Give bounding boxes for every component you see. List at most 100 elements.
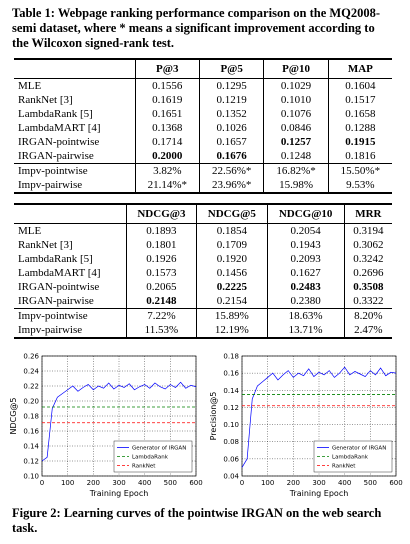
table-row: Impv-pointwise 3.82% 22.56%* 16.82%* 15.50%* bbox=[14, 163, 392, 178]
table-cell: RankNet [3] bbox=[18, 239, 73, 251]
table-cell: 0.1026 bbox=[198, 121, 264, 135]
x-tick-label: 400 bbox=[338, 479, 351, 487]
table-cell: 0.1943 bbox=[266, 238, 345, 252]
table-cell: 0.2154 bbox=[196, 294, 268, 309]
table-cell: 0.2065 bbox=[125, 280, 197, 294]
plot-frame bbox=[41, 355, 197, 477]
table-cell: IRGAN-pointwise bbox=[18, 136, 100, 148]
table-cell: 0.2148 bbox=[125, 294, 197, 309]
table-cell: 0.1657 bbox=[198, 135, 264, 149]
legend-label: RankNet bbox=[332, 464, 356, 470]
x-tick-label: 600 bbox=[189, 479, 202, 487]
y-axis-label: NDCG@5 bbox=[9, 397, 18, 434]
header-cell: P@3 bbox=[134, 58, 200, 79]
legend-label: Generator of IRGAN bbox=[132, 446, 186, 452]
table-cell: 0.1368 bbox=[134, 121, 200, 135]
legend-label: LambdaRank bbox=[132, 455, 169, 461]
table: P@3 P@5 P@10 MAP MLE 0.1556 0.1295 0.1029 0.1604… bbox=[14, 58, 392, 194]
table-cell: MLE bbox=[18, 80, 42, 92]
plot-frame bbox=[241, 355, 397, 477]
y-tick-label: 0.06 bbox=[223, 455, 239, 463]
table-cell: 0.1010 bbox=[263, 93, 329, 107]
table-cell: 3.82% bbox=[134, 163, 200, 178]
chart: 0.04 0.06 0.08 0.10 0.12 0.14 0.16 0.18 0 100 200 3… bbox=[209, 353, 403, 499]
table-cell: 0.1076 bbox=[263, 107, 329, 121]
x-tick-label: 500 bbox=[164, 479, 177, 487]
table-cell: 0.2696 bbox=[343, 266, 392, 280]
table-row: Impv-pairwise 11.53% 12.19% 13.71% 2.47% bbox=[14, 323, 392, 339]
table-cell: 0.1029 bbox=[263, 78, 329, 93]
table-cell: 0.1709 bbox=[196, 238, 268, 252]
table-cell: LambdaMART [4] bbox=[18, 122, 101, 134]
table-cell: 22.56%* bbox=[198, 163, 264, 178]
table-cell: Impv-pointwise bbox=[14, 308, 127, 323]
table-cell: 0.0846 bbox=[263, 121, 329, 135]
table-cell: 15.98% bbox=[263, 178, 329, 194]
table-cell: 9.53% bbox=[327, 178, 392, 194]
header-cell: NDCG@5 bbox=[196, 203, 268, 224]
y-tick-label: 0.12 bbox=[23, 458, 39, 466]
table-cell: 0.1915 bbox=[327, 135, 392, 149]
table-row: LambdaRank [5] 0.1926 0.1920 0.2093 0.3242 bbox=[14, 252, 392, 266]
table-cell: 0.1248 bbox=[263, 149, 329, 164]
table-cell: 12.19% bbox=[196, 323, 268, 339]
table-row: IRGAN-pairwise 0.2000 0.1676 0.1248 0.1816 bbox=[14, 149, 392, 164]
table-row: LambdaMART [4] 0.1573 0.1456 0.1627 0.2696 bbox=[14, 266, 392, 280]
table-cell: 8.20% bbox=[343, 308, 392, 323]
y-tick-label: 0.14 bbox=[223, 387, 239, 395]
table-cell: 0.3322 bbox=[343, 294, 392, 309]
table-cell: 15.89% bbox=[196, 308, 268, 323]
x-tick-label: 200 bbox=[287, 479, 300, 487]
table-row: Impv-pointwise 7.22% 15.89% 18.63% 8.20% bbox=[14, 308, 392, 323]
caption-text: Learning curves of the pointwise IRGAN o… bbox=[12, 506, 382, 535]
x-tick-label: 500 bbox=[364, 479, 377, 487]
legend-label: Generator of IRGAN bbox=[332, 446, 386, 452]
table-cell: LambdaRank [5] bbox=[18, 253, 93, 265]
table-cell: 0.3508 bbox=[343, 280, 392, 294]
y-tick-label: 0.22 bbox=[23, 383, 39, 391]
x-tick-label: 600 bbox=[389, 479, 402, 487]
y-tick-label: 0.26 bbox=[23, 353, 39, 361]
table-cell: Impv-pointwise bbox=[14, 163, 136, 178]
table-row: LambdaRank [5] 0.1651 0.1352 0.1076 0.1658 bbox=[14, 107, 392, 121]
table-cell: 0.1604 bbox=[327, 78, 392, 93]
x-tick-label: 300 bbox=[112, 479, 125, 487]
table-cell: 21.14%* bbox=[134, 178, 200, 194]
y-tick-label: 0.12 bbox=[223, 404, 239, 412]
table-cell: 0.1288 bbox=[327, 121, 392, 135]
line-series bbox=[41, 381, 197, 462]
table-cell: 0.3062 bbox=[343, 238, 392, 252]
y-tick-label: 0.14 bbox=[23, 443, 39, 451]
y-tick-label: 0.18 bbox=[223, 353, 239, 361]
x-tick-label: 200 bbox=[87, 479, 100, 487]
table-cell: IRGAN-pairwise bbox=[18, 295, 94, 307]
table-row: RankNet [3] 0.1801 0.1709 0.1943 0.3062 bbox=[14, 238, 392, 252]
chart: 0.10 0.12 0.14 0.16 0.18 0.20 0.22 0.24 0.26 0 100… bbox=[9, 353, 203, 499]
table-cell: 15.50%* bbox=[327, 163, 392, 178]
table-cell: 0.1714 bbox=[134, 135, 200, 149]
y-tick-label: 0.24 bbox=[23, 368, 39, 376]
caption-label: Table 1: bbox=[12, 6, 55, 20]
table-cell: 0.1352 bbox=[198, 107, 264, 121]
x-tick-label: 100 bbox=[261, 479, 274, 487]
table-cell: 7.22% bbox=[125, 308, 197, 323]
table-cell: 0.1920 bbox=[196, 252, 268, 266]
table-cell: 0.1893 bbox=[125, 223, 197, 238]
x-tick-label: 400 bbox=[138, 479, 151, 487]
table-cell: 0.1658 bbox=[327, 107, 392, 121]
table-cell: 0.3194 bbox=[343, 223, 392, 238]
table-row: IRGAN-pairwise 0.2148 0.2154 0.2380 0.3322 bbox=[14, 294, 392, 309]
table-cell: 0.1801 bbox=[125, 238, 197, 252]
table-cell: LambdaRank [5] bbox=[18, 108, 93, 120]
y-axis-label: Precision@5 bbox=[209, 392, 218, 441]
header-cell bbox=[14, 203, 127, 224]
table-cell: 23.96%* bbox=[198, 178, 264, 194]
x-axis-label: Training Epoch bbox=[89, 489, 149, 498]
x-tick-label: 0 bbox=[40, 479, 44, 487]
figure-caption: Figure 2: Learning curves of the pointwi… bbox=[12, 506, 392, 536]
header-cell: MRR bbox=[343, 203, 392, 224]
line-series bbox=[241, 366, 397, 468]
table-row: IRGAN-pointwise 0.1714 0.1657 0.1257 0.1915 bbox=[14, 135, 392, 149]
header-cell: P@5 bbox=[198, 58, 264, 79]
table: NDCG@3 NDCG@5 NDCG@10 MRR MLE 0.1893 0.1854 0.2… bbox=[14, 203, 392, 339]
